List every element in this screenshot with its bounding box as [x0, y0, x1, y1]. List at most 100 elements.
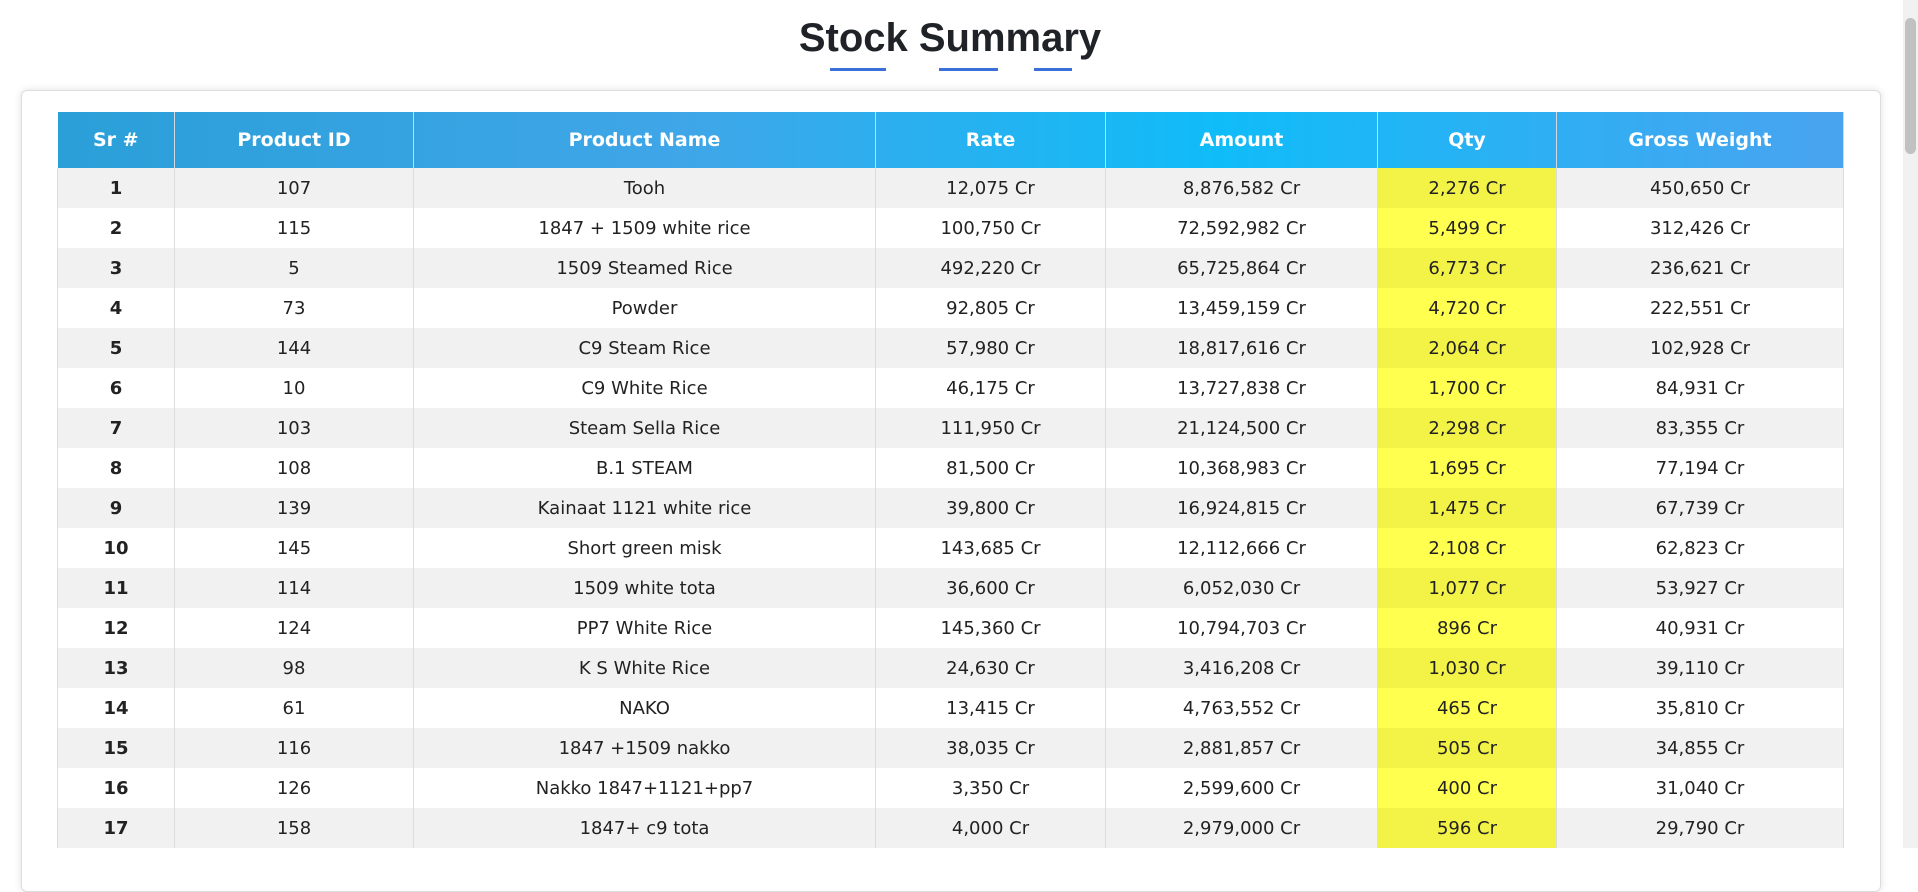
table-cell: 114	[174, 568, 414, 608]
table-cell: 13,459,159 Cr	[1105, 288, 1378, 328]
table-cell: Short green misk	[413, 528, 876, 568]
table-cell: 18,817,616 Cr	[1105, 328, 1378, 368]
table-cell: NAKO	[413, 688, 876, 728]
table-cell: 111,950 Cr	[875, 408, 1106, 448]
table-cell: 16,924,815 Cr	[1105, 488, 1378, 528]
column-header: Gross Weight	[1556, 112, 1844, 168]
table-row: 2 115 1847 + 1509 white rice 100,750 Cr 72,5…	[57, 208, 1844, 248]
table-cell: 21,124,500 Cr	[1105, 408, 1378, 448]
table-cell: 126	[174, 768, 414, 808]
table-cell: 12,075 Cr	[875, 168, 1106, 208]
table-row: 4 73 Powder 92,805 Cr 13,459,159 Cr 4,720 Cr 2…	[57, 288, 1844, 328]
table-cell: 13,727,838 Cr	[1105, 368, 1378, 408]
table-cell: 29,790 Cr	[1556, 808, 1844, 848]
table-cell: 13,415 Cr	[875, 688, 1106, 728]
scrollbar-thumb[interactable]	[1905, 18, 1916, 154]
table-cell: 8	[57, 448, 175, 488]
table-cell: 1,700 Cr	[1377, 368, 1557, 408]
table-cell: 53,927 Cr	[1556, 568, 1844, 608]
column-header: Product ID	[174, 112, 414, 168]
table-cell: 83,355 Cr	[1556, 408, 1844, 448]
table-cell: 1,695 Cr	[1377, 448, 1557, 488]
table-cell: 5	[174, 248, 414, 288]
table-cell: 596 Cr	[1377, 808, 1557, 848]
table-cell: 92,805 Cr	[875, 288, 1106, 328]
table-cell: 5	[57, 328, 175, 368]
table-cell: 73	[174, 288, 414, 328]
table-cell: 115	[174, 208, 414, 248]
table-cell: 65,725,864 Cr	[1105, 248, 1378, 288]
table-cell: 145,360 Cr	[875, 608, 1106, 648]
table-row: 10 145 Short green misk 143,685 Cr 12,112,66…	[57, 528, 1844, 568]
table-cell: 312,426 Cr	[1556, 208, 1844, 248]
table-cell: B.1 STEAM	[413, 448, 876, 488]
table-cell: 158	[174, 808, 414, 848]
table-cell: 17	[57, 808, 175, 848]
table-cell: 11	[57, 568, 175, 608]
table-row: 15 116 1847 +1509 nakko 38,035 Cr 2,881,857 …	[57, 728, 1844, 768]
table-cell: 2,108 Cr	[1377, 528, 1557, 568]
column-header: Rate	[875, 112, 1106, 168]
table-cell: 98	[174, 648, 414, 688]
table-cell: 2,276 Cr	[1377, 168, 1557, 208]
table-cell: 505 Cr	[1377, 728, 1557, 768]
table-row: 6 10 C9 White Rice 46,175 Cr 13,727,838 Cr 1,…	[57, 368, 1844, 408]
table-cell: 67,739 Cr	[1556, 488, 1844, 528]
table-cell: 144	[174, 328, 414, 368]
table-cell: PP7 White Rice	[413, 608, 876, 648]
table-cell: 450,650 Cr	[1556, 168, 1844, 208]
table-row: 3 5 1509 Steamed Rice 492,220 Cr 65,725,864 …	[57, 248, 1844, 288]
table-cell: 6,052,030 Cr	[1105, 568, 1378, 608]
table-cell: 2,298 Cr	[1377, 408, 1557, 448]
table-cell: 10	[57, 528, 175, 568]
table-cell: 84,931 Cr	[1556, 368, 1844, 408]
header-row: Sr # Product ID Product Name Rate Amount Qty G…	[57, 112, 1844, 168]
table-row: 8 108 B.1 STEAM 81,500 Cr 10,368,983 Cr 1,695…	[57, 448, 1844, 488]
table-cell: 10	[174, 368, 414, 408]
table-cell: 3,416,208 Cr	[1105, 648, 1378, 688]
table-cell: 2,881,857 Cr	[1105, 728, 1378, 768]
table-row: 9 139 Kainaat 1121 white rice 39,800 Cr 16,9…	[57, 488, 1844, 528]
table-cell: 13	[57, 648, 175, 688]
column-header: Qty	[1377, 112, 1557, 168]
page: Stock Summary Sr # Product ID Product Name…	[21, 0, 1918, 892]
title-underline	[939, 68, 998, 71]
table-cell: 400 Cr	[1377, 768, 1557, 808]
table-cell: 1,030 Cr	[1377, 648, 1557, 688]
table-cell: 40,931 Cr	[1556, 608, 1844, 648]
column-header: Product Name	[413, 112, 876, 168]
table-cell: 61	[174, 688, 414, 728]
table-cell: 1847+ c9 tota	[413, 808, 876, 848]
scrollbar[interactable]	[1903, 0, 1918, 848]
table-cell: 36,600 Cr	[875, 568, 1106, 608]
table-cell: 16	[57, 768, 175, 808]
table-cell: 12	[57, 608, 175, 648]
table-row: 1 107 Tooh 12,075 Cr 8,876,582 Cr 2,276 Cr 450…	[57, 168, 1844, 208]
table-cell: 3	[57, 248, 175, 288]
stock-table: Sr # Product ID Product Name Rate Amount Qty G…	[57, 112, 1844, 848]
table-cell: 143,685 Cr	[875, 528, 1106, 568]
table-row: 7 103 Steam Sella Rice 111,950 Cr 21,124,500…	[57, 408, 1844, 448]
table-cell: 4,763,552 Cr	[1105, 688, 1378, 728]
table-cell: 2,064 Cr	[1377, 328, 1557, 368]
page-title: Stock Summary	[798, 16, 1102, 60]
table-cell: C9 Steam Rice	[413, 328, 876, 368]
table-cell: 8,876,582 Cr	[1105, 168, 1378, 208]
table-cell: Tooh	[413, 168, 876, 208]
table-cell: 108	[174, 448, 414, 488]
table-cell: 1847 + 1509 white rice	[413, 208, 876, 248]
title-underline	[1034, 68, 1072, 71]
table-cell: 77,194 Cr	[1556, 448, 1844, 488]
table-cell: 124	[174, 608, 414, 648]
table-row: 12 124 PP7 White Rice 145,360 Cr 10,794,703 …	[57, 608, 1844, 648]
table-cell: Kainaat 1121 white rice	[413, 488, 876, 528]
table-cell: 100,750 Cr	[875, 208, 1106, 248]
table-cell: 1,077 Cr	[1377, 568, 1557, 608]
table-cell: 103	[174, 408, 414, 448]
table-cell: 46,175 Cr	[875, 368, 1106, 408]
table-cell: 1509 Steamed Rice	[413, 248, 876, 288]
table-cell: 34,855 Cr	[1556, 728, 1844, 768]
table-cell: 5,499 Cr	[1377, 208, 1557, 248]
table-cell: 38,035 Cr	[875, 728, 1106, 768]
table-row: 13 98 K S White Rice 24,630 Cr 3,416,208 Cr 1…	[57, 648, 1844, 688]
